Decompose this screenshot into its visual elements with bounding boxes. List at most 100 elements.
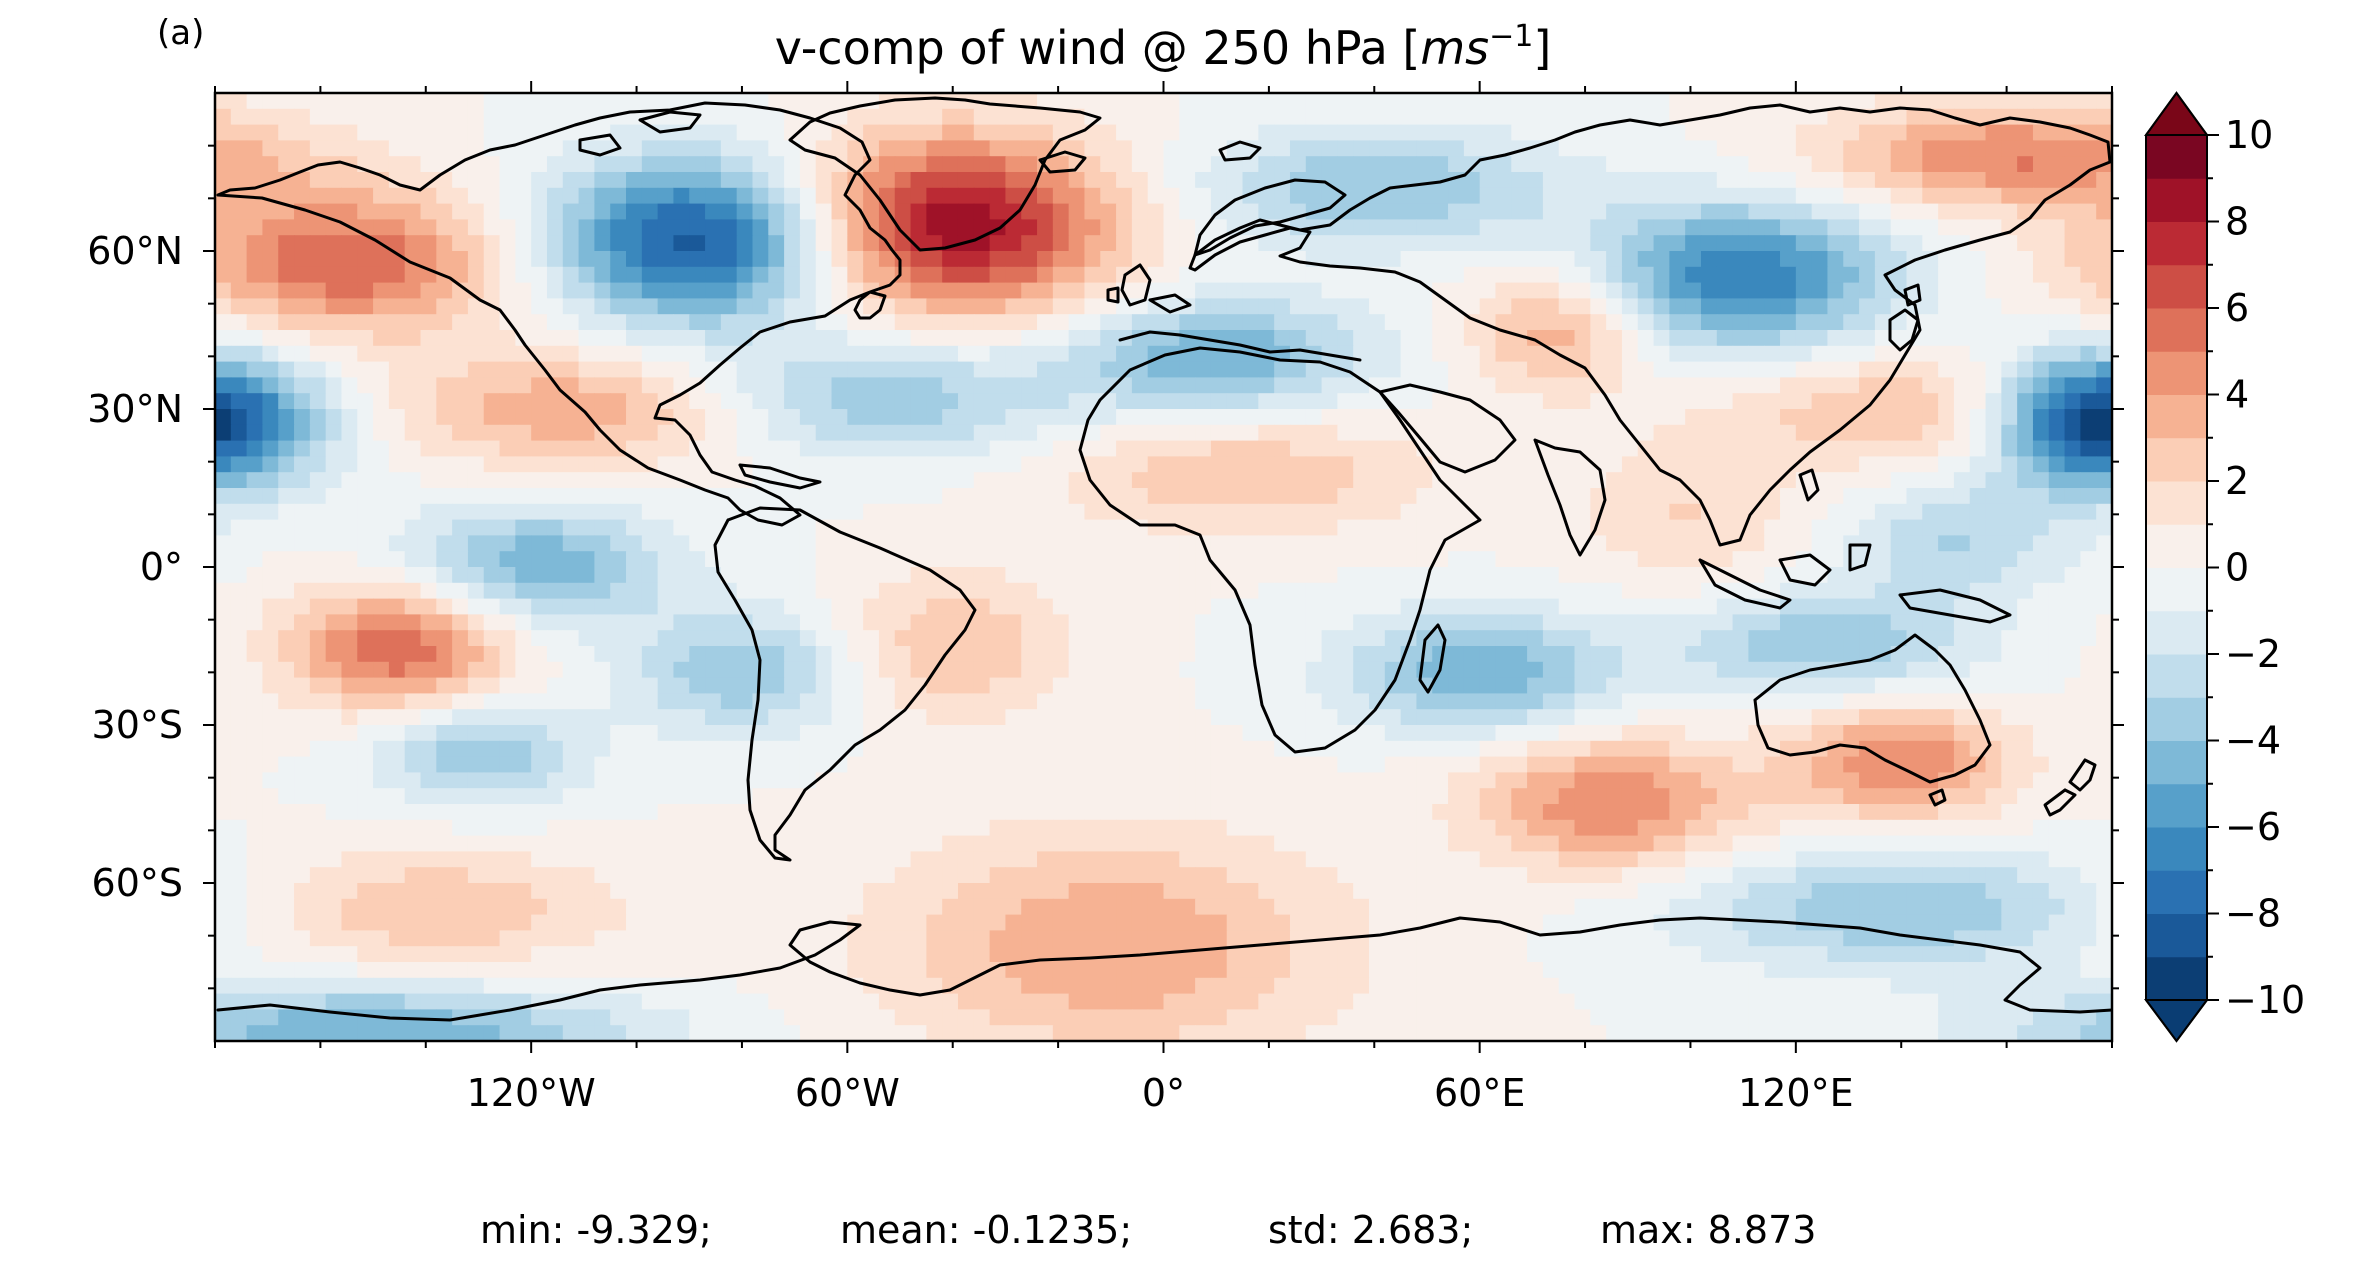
field-cell: [847, 251, 864, 268]
field-cell: [294, 630, 311, 647]
field-cell: [1669, 709, 1686, 726]
field-cell: [562, 203, 580, 220]
field-cell: [1084, 156, 1101, 173]
field-cell: [215, 519, 232, 536]
field-cell: [1195, 661, 1212, 679]
field-cell: [1100, 314, 1117, 331]
field-cell: [1463, 298, 1481, 315]
field-cell: [1384, 630, 1402, 647]
field-cell: [689, 361, 706, 378]
field-cell: [1637, 251, 1655, 268]
field-cell: [1653, 582, 1670, 600]
field-cell: [2080, 503, 2097, 521]
field-cell: [1289, 535, 1307, 552]
field-cell: [562, 456, 580, 473]
field-cell: [1511, 646, 1528, 663]
field-cell: [1195, 424, 1212, 442]
field-cell: [294, 93, 311, 110]
field-cell: [436, 740, 453, 758]
field-cell: [1179, 630, 1196, 647]
field-cell: [1558, 488, 1576, 505]
field-cell: [657, 693, 675, 710]
field-cell: [847, 330, 864, 347]
field-cell: [784, 677, 801, 694]
field-cell: [736, 677, 754, 694]
field-cell: [1479, 93, 1497, 110]
field-cell: [1780, 693, 1797, 710]
field-cell: [2017, 156, 2034, 173]
field-cell: [436, 725, 453, 742]
field-cell: [1953, 567, 1971, 584]
field-cell: [1811, 409, 1829, 426]
field-cell: [436, 298, 453, 315]
field-cell: [578, 203, 595, 220]
field-cell: [1226, 409, 1244, 426]
field-cell: [246, 709, 264, 726]
field-cell: [689, 598, 706, 615]
field-cell: [1922, 219, 1939, 236]
field-cell: [1653, 630, 1670, 647]
field-cell: [1274, 251, 1291, 268]
field-cell: [262, 361, 279, 378]
field-cell: [1463, 108, 1481, 126]
field-cell: [1495, 203, 1512, 220]
field-cell: [1606, 298, 1623, 315]
field-cell: [1147, 140, 1165, 157]
field-cell: [1100, 330, 1117, 347]
field-cell: [1669, 266, 1686, 284]
field-cell: [973, 282, 991, 299]
field-cell: [1479, 646, 1497, 663]
field-cell: [531, 630, 548, 647]
field-cell: [1574, 661, 1591, 679]
field-cell: [357, 314, 374, 331]
field-cell: [594, 298, 611, 315]
field-cell: [546, 345, 564, 363]
field-cell: [1811, 598, 1829, 615]
field-cell: [1274, 472, 1291, 489]
field-cell: [1843, 598, 1860, 615]
field-cell: [373, 251, 390, 268]
field-cell: [784, 440, 801, 457]
field-cell: [768, 345, 785, 363]
field-cell: [483, 709, 501, 726]
field-cell: [720, 361, 738, 378]
field-cell: [1827, 646, 1844, 663]
field-cell: [1590, 282, 1607, 299]
field-cell: [2001, 345, 2018, 363]
field-cell: [515, 393, 532, 410]
field-cell: [1732, 377, 1750, 394]
field-cell: [626, 693, 643, 710]
field-cell: [546, 677, 564, 694]
field-cell: [1353, 472, 1370, 489]
field-cell: [1495, 108, 1512, 126]
field-cell: [341, 614, 358, 631]
field-cell: [1068, 614, 1086, 631]
field-cell: [1274, 409, 1291, 426]
field-cell: [689, 266, 706, 284]
field-cell: [215, 551, 232, 568]
field-cell: [562, 598, 580, 615]
field-cell: [452, 472, 469, 489]
field-cell: [1479, 345, 1497, 363]
field-cell: [1195, 472, 1212, 489]
field-cell: [2032, 345, 2050, 363]
field-cell: [1874, 677, 1892, 694]
field-cell: [467, 235, 485, 252]
field-cell: [1147, 551, 1165, 568]
field-cell: [1116, 219, 1133, 236]
field-cell: [2064, 709, 2081, 726]
field-cell: [546, 456, 564, 473]
field-cell: [1210, 93, 1228, 110]
field-cell: [657, 251, 675, 268]
field-cell: [562, 330, 580, 347]
field-cell: [1558, 661, 1576, 679]
field-cell: [1274, 535, 1291, 552]
field-cell: [1226, 630, 1244, 647]
field-cell: [1542, 519, 1560, 536]
field-cell: [2080, 108, 2097, 126]
field-cell: [1621, 725, 1639, 742]
field-cell: [1321, 156, 1338, 173]
field-cell: [878, 472, 896, 489]
field-cell: [957, 488, 975, 505]
field-cell: [373, 472, 390, 489]
